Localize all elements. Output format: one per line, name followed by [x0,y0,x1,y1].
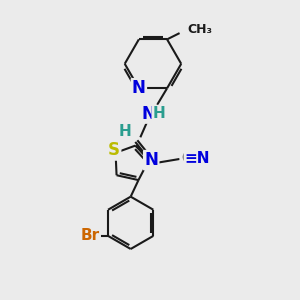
Text: Br: Br [81,228,100,243]
Text: H: H [118,124,131,140]
Text: CH₃: CH₃ [187,23,212,36]
Text: C: C [181,151,192,166]
Text: N: N [144,151,158,169]
Text: N: N [132,79,146,97]
Text: H: H [153,106,165,121]
Text: ≡N: ≡N [185,151,210,166]
Text: S: S [108,141,120,159]
Text: N: N [141,104,155,122]
